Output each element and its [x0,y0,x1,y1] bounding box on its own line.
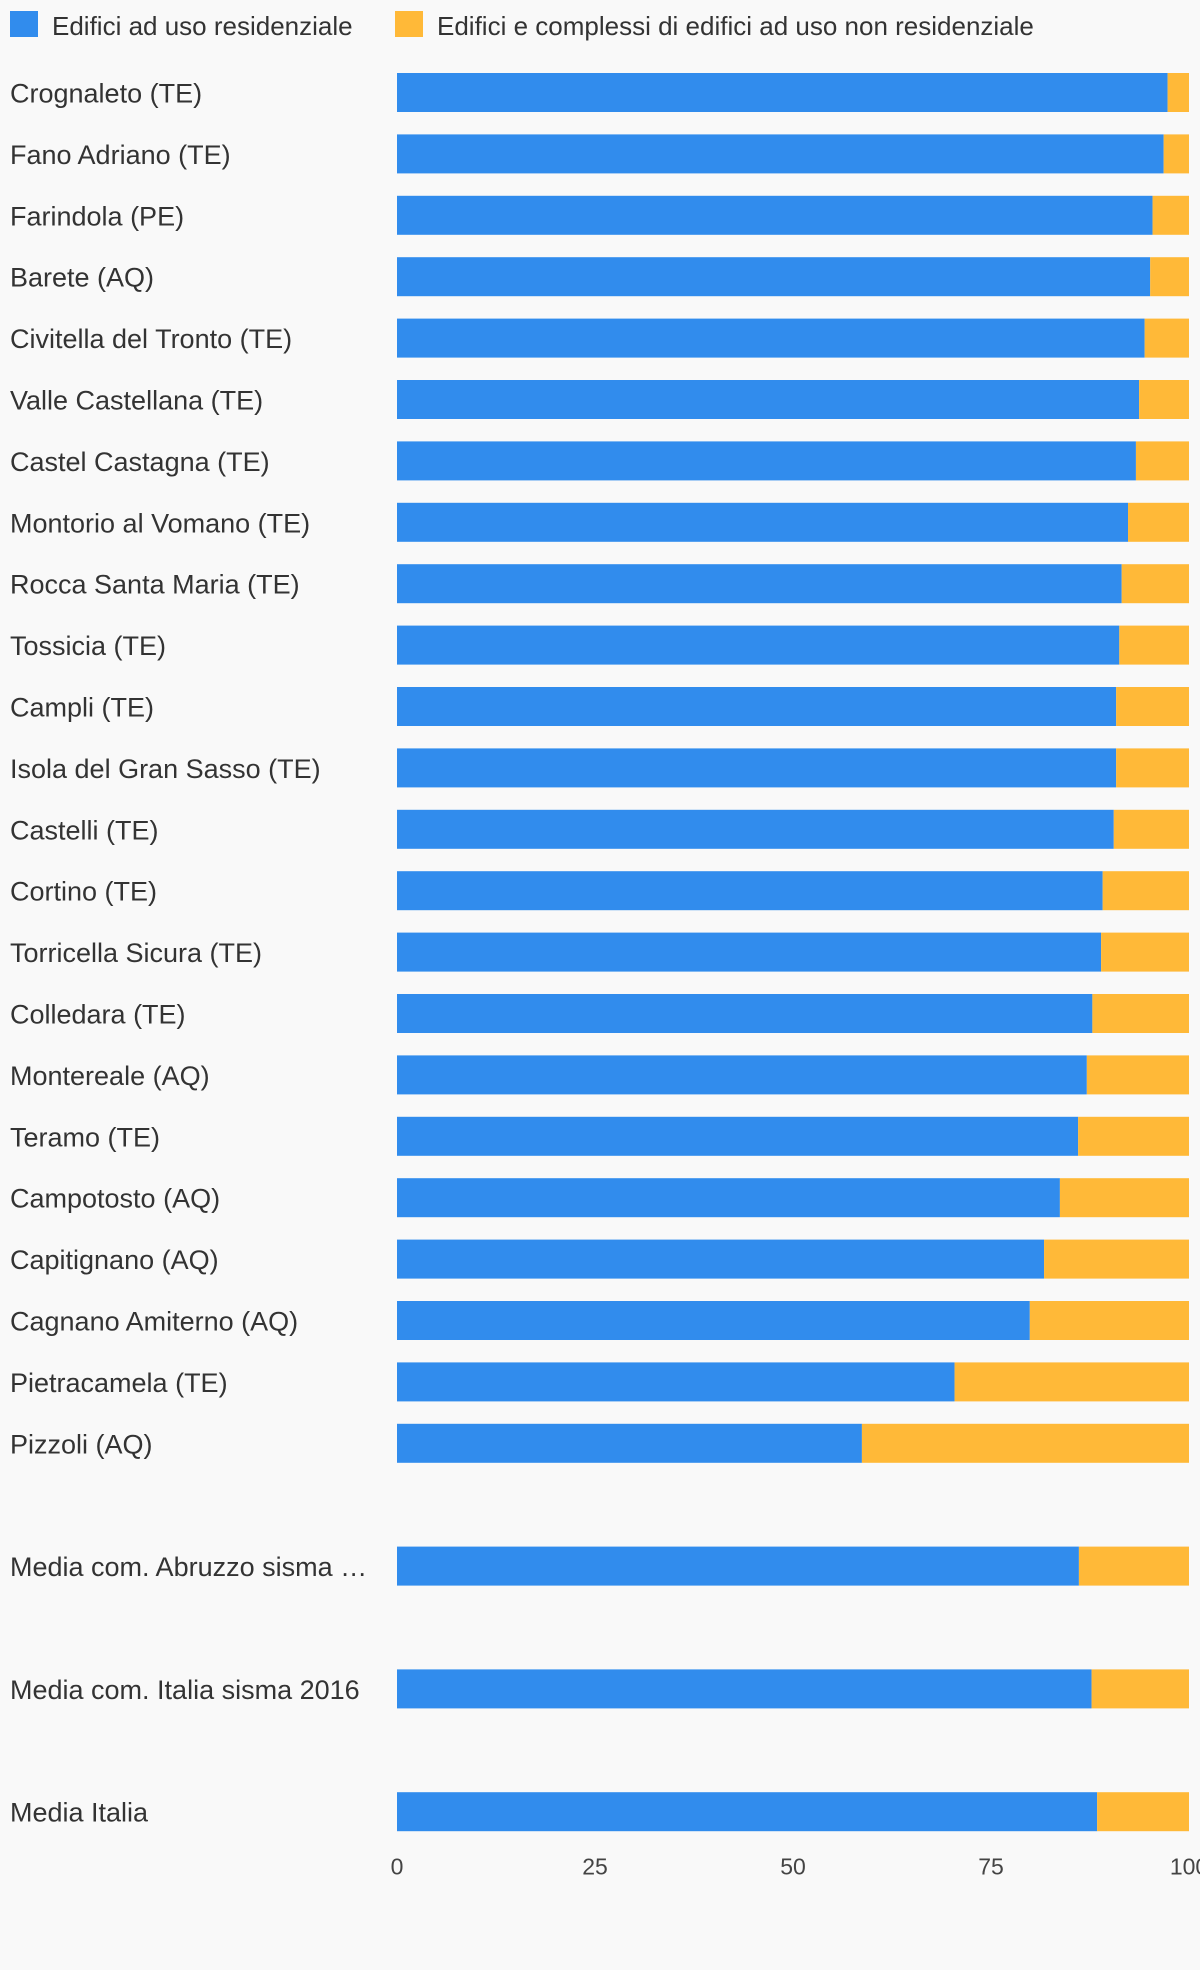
bar-segment [397,748,1117,788]
bar-segment [1078,1546,1189,1586]
bar-segment [397,1055,1087,1095]
bar-segment [397,809,1114,849]
category-label: Media com. Abruzzo sisma … [10,1552,367,1582]
category-label: Castelli (TE) [10,815,159,845]
legend: Edifici ad uso residenziale Edifici e com… [10,11,1034,41]
category-label: Fano Adriano (TE) [10,140,231,170]
bar-segment [397,1669,1092,1709]
x-tick-label: 50 [780,1854,806,1880]
bar-segment [1059,1178,1189,1218]
category-label: Media com. Italia sisma 2016 [10,1675,360,1705]
bars [397,73,1189,1832]
category-label: Crognaleto (TE) [10,79,202,109]
bar-segment [397,1301,1030,1340]
bar-segment [1097,1792,1189,1832]
bar-segment [1078,1116,1189,1156]
bar-segment [397,257,1151,297]
category-label: Cagnano Amiterno (AQ) [10,1307,298,1337]
bar-segment [1135,441,1189,481]
bar-segment [1116,748,1189,788]
bar-segment [1101,932,1189,972]
bar-segment [397,1423,862,1463]
category-labels: Crognaleto (TE) Fano Adriano (TE) Farindol… [10,79,367,1828]
category-label: Civitella del Tronto (TE) [10,324,292,354]
bar-segment [1139,380,1189,419]
bar-segment [1102,871,1189,911]
bar-segment [397,932,1102,972]
category-label: Tossicia (TE) [10,631,166,661]
bar-segment [397,502,1129,542]
bar-segment [1029,1301,1189,1340]
bar-segment [1119,625,1189,665]
category-label: Barete (AQ) [10,263,154,293]
legend-label: Edifici e complessi di edifici ad uso no… [437,11,1034,41]
bar-segment [1044,1239,1189,1279]
bar-segment [397,318,1145,358]
bar-segment [1113,809,1189,849]
x-tick-label: 75 [978,1854,1004,1880]
bar-segment [1152,195,1189,235]
bar-segment [397,625,1120,665]
bar-segment [397,441,1136,481]
category-label: Campotosto (AQ) [10,1184,220,1214]
category-label: Capitignano (AQ) [10,1245,219,1275]
bar-segment [397,871,1103,911]
bar-segment [861,1423,1189,1463]
bar-segment [1163,134,1189,174]
legend-label: Edifici ad uso residenziale [52,11,353,41]
category-label: Cortino (TE) [10,877,157,907]
category-label: Farindola (PE) [10,201,184,231]
category-label: Pietracamela (TE) [10,1368,228,1398]
category-label: Media Italia [10,1798,149,1828]
bar-segment [1086,1055,1189,1095]
bar-segment [1167,73,1189,112]
category-label: Torricella Sicura (TE) [10,938,262,968]
bar-segment [397,994,1093,1033]
category-label: Valle Castellana (TE) [10,386,263,416]
bar-segment [397,73,1168,112]
bar-segment [1150,257,1189,297]
bar-segment [397,1116,1079,1156]
bar-segment [397,687,1117,726]
category-label: Colledara (TE) [10,1000,186,1030]
bar-segment [397,1546,1079,1586]
category-label: Pizzoli (AQ) [10,1429,153,1459]
legend-swatch [395,11,423,37]
category-label: Teramo (TE) [10,1122,160,1152]
category-label: Campli (TE) [10,693,154,723]
bar-segment [397,1178,1060,1218]
x-tick-label: 100 [1170,1854,1200,1880]
bar-segment [397,134,1164,174]
bar-segment [1092,994,1189,1033]
bar-segment [954,1362,1189,1402]
category-label: Isola del Gran Sasso (TE) [10,754,321,784]
bar-segment [397,195,1153,235]
bar-segment [1144,318,1189,358]
bar-segment [1091,1669,1189,1709]
x-tick-label: 25 [582,1854,608,1880]
bar-segment [1116,687,1189,726]
category-label: Castel Castagna (TE) [10,447,270,477]
bar-segment [397,1239,1045,1279]
bar-segment [397,564,1122,604]
bar-segment [1128,502,1189,542]
bar-segment [397,1362,955,1402]
bar-segment [397,380,1140,419]
bar-segment [397,1792,1098,1832]
category-label: Rocca Santa Maria (TE) [10,570,300,600]
x-tick-label: 0 [391,1854,404,1880]
bar-segment [1121,564,1189,604]
category-label: Montorio al Vomano (TE) [10,508,310,538]
legend-swatch [10,11,38,37]
category-label: Montereale (AQ) [10,1061,210,1091]
x-axis-ticks: 0 25 50 75 100 [391,1854,1200,1880]
